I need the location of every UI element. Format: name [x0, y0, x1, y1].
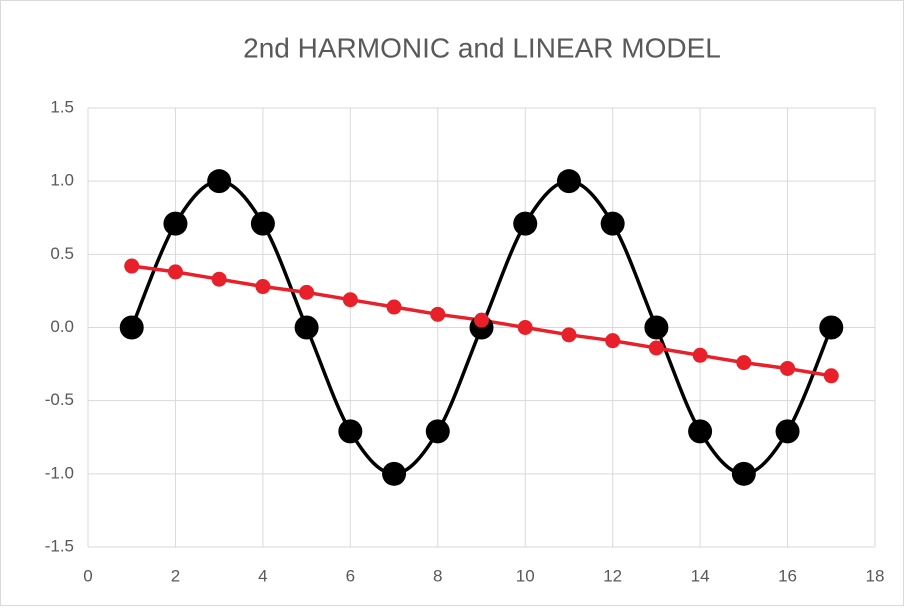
marker: [736, 355, 752, 371]
marker: [517, 320, 533, 335]
marker: [255, 279, 271, 295]
y-tick-label: 0.5: [50, 244, 74, 263]
marker: [688, 419, 713, 444]
marker: [430, 306, 446, 322]
marker: [425, 419, 450, 444]
marker: [513, 211, 538, 236]
x-tick-label: 16: [778, 566, 797, 585]
marker: [386, 299, 402, 315]
marker: [382, 461, 407, 486]
y-tick-label: -0.5: [45, 390, 74, 409]
marker: [294, 315, 319, 340]
marker: [250, 211, 275, 236]
marker: [207, 169, 232, 194]
y-tick-label: -1.5: [45, 536, 74, 555]
marker: [823, 368, 839, 384]
chart-title: 2nd HARMONIC and LINEAR MODEL: [243, 32, 721, 63]
marker: [600, 211, 625, 236]
y-tick-label: 0.0: [50, 317, 74, 336]
marker: [342, 292, 358, 308]
marker: [338, 419, 363, 444]
marker: [780, 360, 796, 376]
marker: [775, 419, 800, 444]
x-tick-label: 4: [258, 566, 267, 585]
marker: [167, 264, 183, 280]
y-tick-label: -1.0: [45, 463, 74, 482]
marker: [556, 169, 581, 194]
marker: [299, 284, 315, 300]
marker: [119, 315, 144, 340]
x-tick-label: 14: [691, 566, 710, 585]
marker: [819, 315, 844, 340]
x-tick-label: 6: [346, 566, 355, 585]
x-tick-label: 18: [866, 566, 885, 585]
y-tick-label: 1.0: [50, 171, 74, 190]
marker: [124, 258, 140, 274]
marker: [561, 327, 577, 343]
marker: [211, 271, 227, 287]
marker: [644, 315, 669, 340]
marker: [474, 312, 489, 328]
x-tick-label: 10: [516, 566, 535, 585]
x-tick-label: 8: [433, 566, 442, 585]
marker: [163, 211, 188, 236]
marker: [731, 461, 756, 486]
marker: [692, 347, 708, 363]
x-tick-label: 2: [171, 566, 180, 585]
y-tick-label: 1.5: [50, 97, 74, 116]
x-tick-label: 12: [603, 566, 622, 585]
marker: [648, 340, 664, 356]
x-tick-label: 0: [83, 566, 92, 585]
marker: [605, 333, 621, 349]
